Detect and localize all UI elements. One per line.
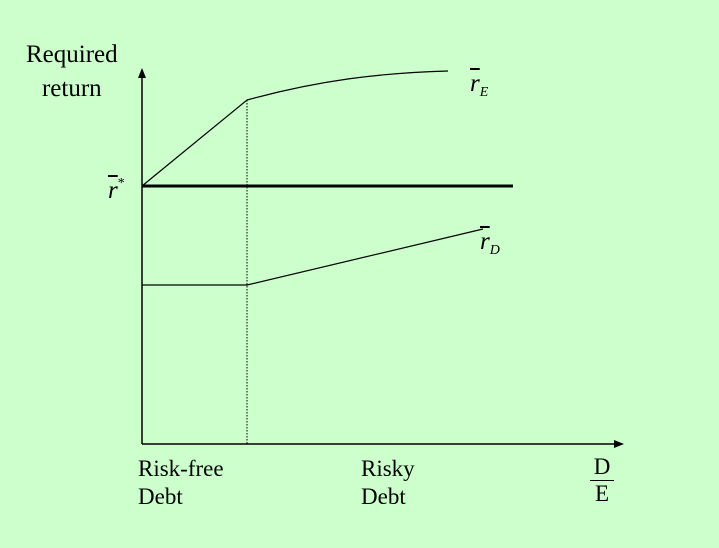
ratio-numerator: D bbox=[590, 454, 614, 481]
y-axis-label-line2: return bbox=[41, 75, 102, 102]
r-star-base: r bbox=[108, 177, 118, 204]
y-axis-label: Required return bbox=[26, 38, 118, 106]
risk-free-debt-line1: Risk-free bbox=[138, 456, 224, 481]
r-star-sup: * bbox=[117, 176, 125, 191]
risky-debt-line1: Risky bbox=[361, 456, 415, 481]
r-equity-curve bbox=[141, 70, 449, 187]
ratio-denominator: E bbox=[594, 481, 610, 506]
r-equity-label: rE bbox=[470, 70, 488, 101]
r-debt-sub: D bbox=[489, 243, 500, 258]
r-debt-line bbox=[142, 228, 484, 286]
r-star-label: r* bbox=[108, 176, 125, 205]
r-debt-label: rD bbox=[480, 228, 500, 259]
risk-free-debt-line2: Debt bbox=[138, 484, 183, 509]
risky-debt-label: Risky Debt bbox=[361, 455, 415, 511]
r-equity-base: r bbox=[470, 70, 480, 97]
risky-debt-line2: Debt bbox=[361, 484, 406, 509]
r-debt-base: r bbox=[480, 228, 490, 255]
risk-free-debt-label: Risk-free Debt bbox=[138, 455, 224, 511]
y-axis-label-line1: Required bbox=[26, 41, 118, 68]
r-equity-sub: E bbox=[479, 85, 489, 100]
debt-equity-ratio-label: D E bbox=[590, 454, 614, 507]
